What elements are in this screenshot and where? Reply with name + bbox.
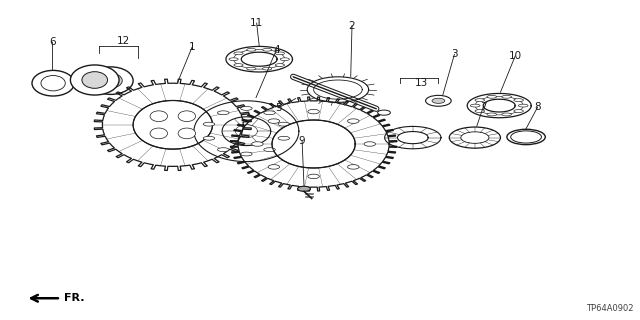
Text: FR.: FR. <box>64 293 84 303</box>
Ellipse shape <box>218 111 229 115</box>
Ellipse shape <box>475 99 484 101</box>
Text: 5: 5 <box>275 103 282 113</box>
Ellipse shape <box>178 111 196 122</box>
Ellipse shape <box>378 110 390 115</box>
Ellipse shape <box>246 67 256 70</box>
Ellipse shape <box>514 99 524 101</box>
Ellipse shape <box>262 48 272 51</box>
Text: 10: 10 <box>509 51 522 61</box>
Ellipse shape <box>262 67 272 70</box>
Ellipse shape <box>234 52 243 55</box>
Ellipse shape <box>487 113 497 116</box>
Text: 8: 8 <box>534 102 541 112</box>
Ellipse shape <box>275 64 285 67</box>
Ellipse shape <box>99 73 122 88</box>
Ellipse shape <box>308 174 319 179</box>
Ellipse shape <box>298 186 310 191</box>
Ellipse shape <box>150 128 168 139</box>
Ellipse shape <box>502 95 511 98</box>
Ellipse shape <box>241 107 252 110</box>
Ellipse shape <box>70 65 119 95</box>
Text: 12: 12 <box>117 36 130 46</box>
Ellipse shape <box>229 58 238 60</box>
Ellipse shape <box>280 58 289 60</box>
Text: 2: 2 <box>349 20 355 31</box>
Ellipse shape <box>348 165 359 169</box>
Text: 6: 6 <box>49 36 56 47</box>
Ellipse shape <box>278 122 289 126</box>
Ellipse shape <box>268 165 280 169</box>
Ellipse shape <box>275 52 285 55</box>
Ellipse shape <box>82 72 108 88</box>
Text: 4: 4 <box>273 44 280 55</box>
Ellipse shape <box>475 110 484 113</box>
Ellipse shape <box>470 104 480 107</box>
Ellipse shape <box>449 127 500 148</box>
Ellipse shape <box>348 119 359 123</box>
Text: 11: 11 <box>250 18 263 28</box>
Ellipse shape <box>268 119 280 123</box>
Text: 3: 3 <box>451 49 458 60</box>
Ellipse shape <box>252 142 263 146</box>
Ellipse shape <box>507 129 545 145</box>
Ellipse shape <box>278 136 289 140</box>
Ellipse shape <box>204 136 215 140</box>
Ellipse shape <box>308 109 319 114</box>
Text: 9: 9 <box>299 136 305 146</box>
Ellipse shape <box>204 122 215 126</box>
Ellipse shape <box>178 128 196 139</box>
Ellipse shape <box>41 76 65 91</box>
Ellipse shape <box>426 95 451 106</box>
Ellipse shape <box>514 110 524 113</box>
Ellipse shape <box>502 113 511 116</box>
Ellipse shape <box>364 142 376 146</box>
Ellipse shape <box>487 95 497 98</box>
Ellipse shape <box>518 104 528 107</box>
Text: 1: 1 <box>189 42 195 52</box>
Ellipse shape <box>264 148 275 152</box>
Ellipse shape <box>461 132 489 143</box>
Ellipse shape <box>88 67 133 94</box>
Ellipse shape <box>432 98 445 103</box>
Ellipse shape <box>234 64 243 67</box>
Ellipse shape <box>150 111 168 122</box>
Text: 7: 7 <box>480 102 486 112</box>
Text: TP64A0902: TP64A0902 <box>586 304 634 313</box>
Ellipse shape <box>241 152 252 156</box>
Ellipse shape <box>218 148 229 152</box>
Ellipse shape <box>511 131 541 143</box>
Ellipse shape <box>246 48 256 51</box>
Text: 13: 13 <box>415 78 428 88</box>
Ellipse shape <box>264 111 275 115</box>
Ellipse shape <box>32 70 74 96</box>
